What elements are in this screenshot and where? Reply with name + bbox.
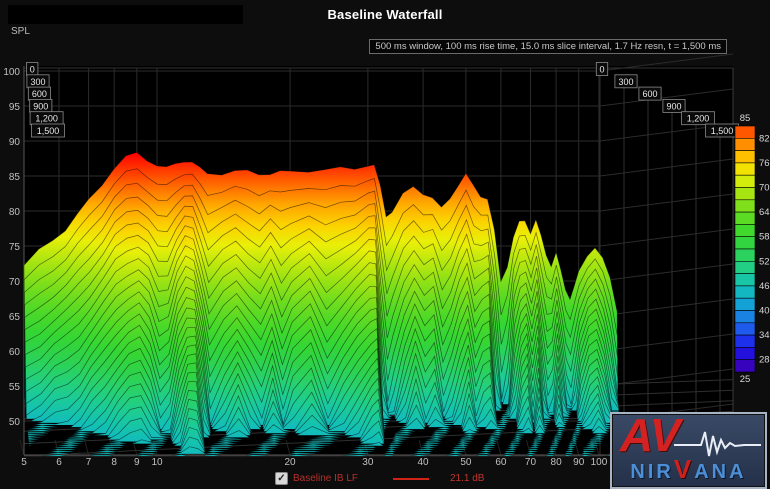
svg-text:0: 0 bbox=[599, 65, 604, 75]
freq-tick-label: 6 bbox=[56, 457, 62, 468]
time-label-right: 1,200 bbox=[681, 111, 715, 126]
time-label-right: 600 bbox=[638, 86, 662, 101]
colorbar-tick-label: 28 bbox=[759, 355, 770, 366]
spl-tick-label: 65 bbox=[9, 312, 21, 323]
legend-trace-name[interactable]: Baseline IB LF bbox=[293, 473, 359, 484]
time-label-left: 1,200 bbox=[29, 111, 64, 126]
freq-tick-label: 40 bbox=[418, 457, 430, 468]
freq-tick-label: 90 bbox=[573, 457, 585, 468]
colorbar-tick-label: 76 bbox=[759, 158, 770, 169]
colorbar-tick-label: 40 bbox=[759, 306, 770, 317]
spl-axis-label: SPL bbox=[11, 26, 30, 37]
colorbar-tick-label: 52 bbox=[759, 256, 770, 267]
freq-tick-label: 50 bbox=[460, 457, 472, 468]
svg-text:900: 900 bbox=[666, 101, 681, 111]
colorbar-tick-label: 58 bbox=[759, 232, 770, 243]
measurement-info: 500 ms window, 100 ms rise time, 15.0 ms… bbox=[369, 39, 727, 54]
spl-tick-label: 80 bbox=[9, 207, 21, 218]
spl-tick-label: 100 bbox=[3, 67, 20, 78]
spl-tick-label: 75 bbox=[9, 242, 21, 253]
logo-av-text: AV bbox=[620, 409, 681, 461]
freq-tick-label: 70 bbox=[525, 457, 537, 468]
legend-line-sample bbox=[393, 478, 429, 480]
time-label-left: 0 bbox=[26, 62, 39, 76]
legend-value: 21.1 dB bbox=[450, 473, 485, 484]
time-label-right: 0 bbox=[595, 62, 609, 76]
time-label-left: 900 bbox=[29, 99, 53, 113]
freq-tick-label: 5 bbox=[21, 457, 27, 468]
svg-text:900: 900 bbox=[33, 101, 48, 111]
time-label-right: 1,500 bbox=[705, 123, 739, 138]
spl-tick-label: 50 bbox=[9, 417, 21, 428]
waveform-icon bbox=[674, 431, 761, 457]
time-label-left: 1,500 bbox=[31, 123, 65, 138]
logo-nirvana-text: NIRVANA bbox=[630, 454, 747, 484]
spl-tick-label: 85 bbox=[9, 172, 21, 183]
time-label-right: 900 bbox=[662, 99, 686, 113]
colorbar-max-label: 85 bbox=[740, 113, 751, 124]
time-label-left: 300 bbox=[26, 74, 50, 89]
freq-tick-label: 9 bbox=[134, 457, 140, 468]
legend-checkbox[interactable] bbox=[275, 472, 288, 485]
svg-text:1,500: 1,500 bbox=[711, 126, 734, 136]
freq-tick-label: 7 bbox=[86, 457, 92, 468]
colorbar-tick-label: 34 bbox=[759, 330, 770, 341]
spl-tick-label: 70 bbox=[9, 277, 21, 288]
spl-tick-label: 95 bbox=[9, 102, 21, 113]
freq-tick-label: 100 bbox=[591, 457, 608, 468]
legend-row: Baseline IB LF 21.1 dB bbox=[0, 469, 770, 487]
av-nirvana-logo: AV NIRVANA bbox=[610, 409, 767, 489]
spl-tick-label: 60 bbox=[9, 347, 21, 358]
colorbar-tick-label: 70 bbox=[759, 183, 770, 194]
freq-tick-labels: 5 6 7 8 9 10 20 30 40 50 60 70 80 90 100 bbox=[21, 457, 607, 468]
time-label-right: 300 bbox=[614, 74, 638, 89]
colorbar-tick-label: 46 bbox=[759, 281, 770, 292]
time-label-left: 600 bbox=[27, 86, 51, 101]
svg-text:300: 300 bbox=[30, 77, 45, 87]
colorbar-tick-label: 64 bbox=[759, 207, 770, 218]
blacked-out-region bbox=[8, 5, 243, 24]
colorbar-min-label: 25 bbox=[740, 374, 751, 385]
svg-text:1,500: 1,500 bbox=[37, 126, 60, 136]
colorbar-tick-label: 82 bbox=[759, 133, 770, 144]
svg-text:300: 300 bbox=[618, 77, 633, 87]
page-title: Baseline Waterfall bbox=[327, 7, 443, 22]
spl-tick-labels: 100 95 90 85 80 75 70 65 60 55 50 bbox=[3, 67, 20, 428]
svg-text:0: 0 bbox=[30, 65, 35, 75]
svg-text:600: 600 bbox=[32, 89, 47, 99]
freq-tick-label: 20 bbox=[284, 457, 296, 468]
freq-tick-label: 60 bbox=[495, 457, 507, 468]
svg-text:1,200: 1,200 bbox=[687, 114, 710, 124]
colorbar: 85 25 82 76 70 64 58 52 46 40 34 28 bbox=[734, 113, 770, 385]
freq-tick-label: 30 bbox=[362, 457, 374, 468]
freq-tick-label: 80 bbox=[551, 457, 563, 468]
spl-tick-label: 55 bbox=[9, 382, 21, 393]
freq-tick-label: 10 bbox=[151, 457, 163, 468]
waterfall-surface bbox=[24, 151, 624, 457]
svg-text:600: 600 bbox=[642, 89, 657, 99]
freq-tick-label: 8 bbox=[111, 457, 117, 468]
svg-text:1,200: 1,200 bbox=[35, 114, 58, 124]
spl-tick-label: 90 bbox=[9, 137, 21, 148]
